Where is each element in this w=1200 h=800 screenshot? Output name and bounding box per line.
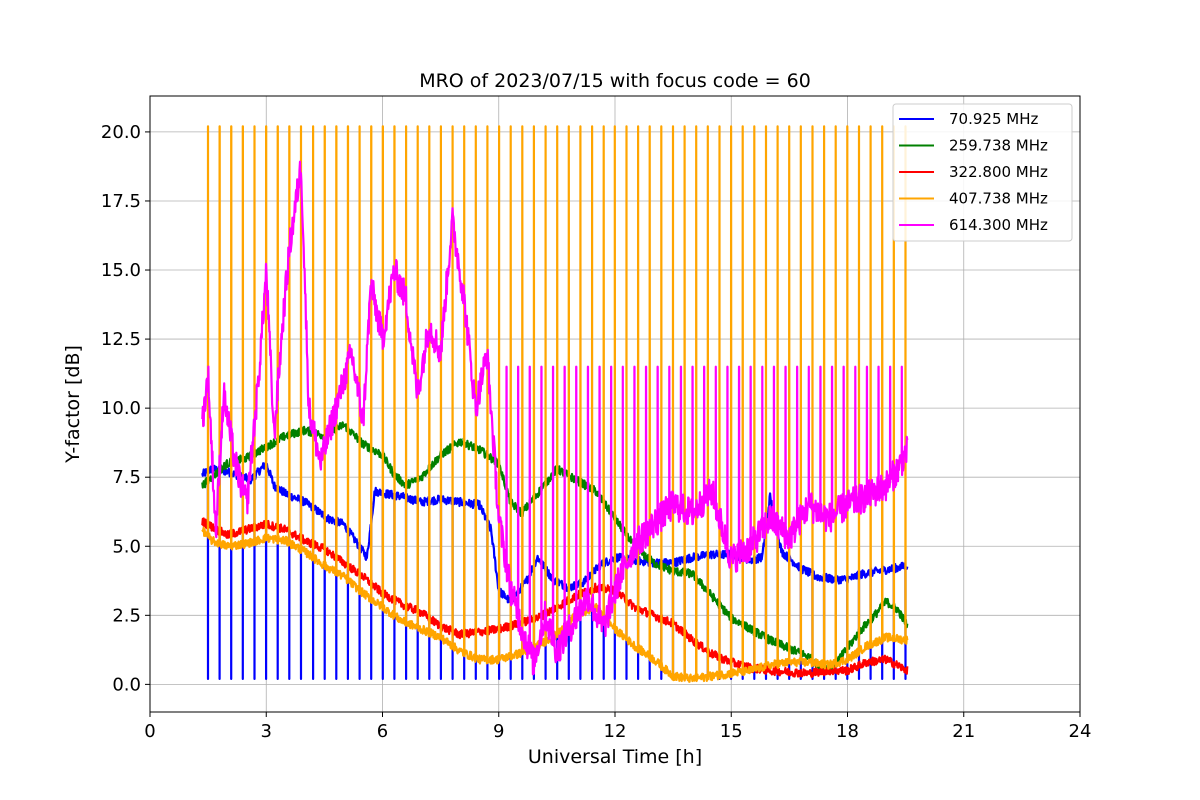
series-line-3 [201,125,909,683]
x-tick-label: 12 [604,721,627,742]
legend-label: 322.800 MHz [949,163,1048,181]
series-line-2 [201,517,909,679]
x-tick-label: 15 [720,721,743,742]
x-tick-label: 3 [261,721,272,742]
x-tick-label: 18 [836,721,859,742]
y-tick-label: 0.0 [112,674,141,695]
legend-label: 70.925 MHz [949,110,1038,128]
legend-label: 259.738 MHz [949,137,1048,155]
x-tick-label: 0 [144,721,155,742]
y-tick-label: 10.0 [101,398,141,419]
x-axis-label: Universal Time [h] [528,746,702,768]
y-tick-label: 17.5 [101,191,141,212]
y-tick-label: 12.5 [101,329,141,350]
y-tick-label: 2.5 [112,605,141,626]
y-tick-label: 5.0 [112,536,141,557]
x-tick-label: 6 [377,721,388,742]
ticks: 0 3 6 9 12 15 18 21 24 0.0 2.5 5.0 7.5 10.0 12.5 15.0 17… [101,122,1092,742]
series-group [201,125,909,683]
legend: 70.925 MHz 259.738 MHz 322.800 MHz 407.738 … [892,103,1073,242]
chart-title: MRO of 2023/07/15 with focus code = 60 [419,70,811,92]
x-tick-label: 9 [493,721,504,742]
x-tick-label: 24 [1069,721,1092,742]
y-tick-label: 7.5 [112,467,141,488]
plot-area: 0 3 6 9 12 15 18 21 24 0.0 2.5 5.0 7.5 10.0 12.5 15.0 17… [101,95,1092,742]
y-axis-label: Y-factor [dB] [62,345,84,464]
y-tick-label: 20.0 [101,122,141,143]
x-tick-label: 21 [952,721,975,742]
series-line-4 [201,160,909,676]
legend-label: 407.738 MHz [949,190,1048,208]
legend-box [892,103,1073,242]
legend-label: 614.300 MHz [949,216,1048,234]
y-tick-label: 15.0 [101,260,141,281]
